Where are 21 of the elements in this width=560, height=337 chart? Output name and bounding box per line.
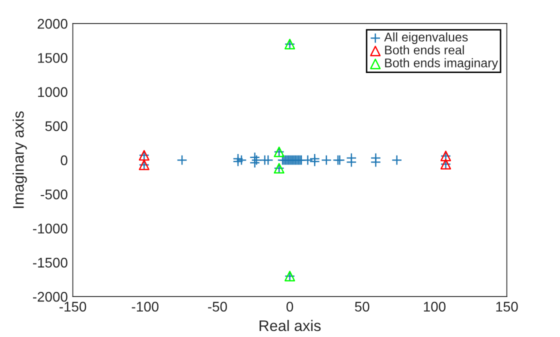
y-tick-label: 2000: [38, 18, 68, 29]
x-tick-label: -150: [60, 302, 86, 312]
y-tick-label: -1000: [33, 224, 68, 234]
legend-label: All eigenvalues: [384, 32, 468, 44]
y-tick-label: -1500: [33, 258, 68, 268]
x-tick-label: 100: [424, 302, 446, 312]
x-tick-label: 0: [286, 302, 294, 312]
y-tick-label: -2000: [33, 292, 68, 302]
x-tick-label: 50: [354, 302, 370, 312]
y-tick-label: 1500: [38, 53, 68, 63]
x-axis-title: Real axis: [260, 320, 321, 332]
x-tick-label: -100: [132, 302, 158, 312]
x-tick-label: 150: [496, 302, 518, 312]
y-tick-label: 1000: [38, 87, 68, 97]
y-tick-label: 0: [60, 155, 68, 166]
y-tick-label: 500: [45, 121, 68, 132]
x-tick-label: -50: [208, 302, 227, 312]
legend-label: Both ends imaginary: [385, 58, 498, 70]
legend-label: Both ends real: [385, 45, 464, 54]
y-axis-title: Imaginary axis: [12, 111, 27, 208]
y-tick-label: -500: [40, 190, 68, 200]
